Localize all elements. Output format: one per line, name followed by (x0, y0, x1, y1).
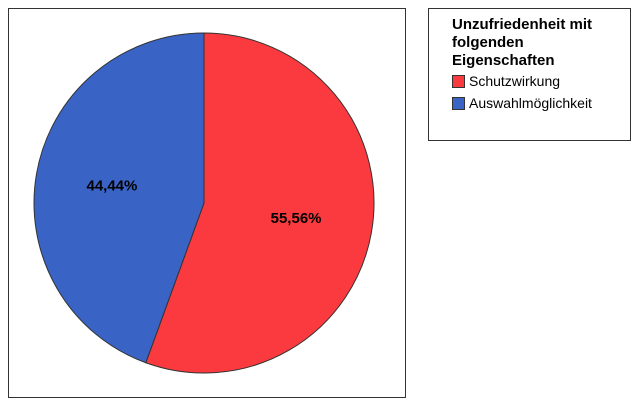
legend-swatch (452, 74, 465, 88)
legend-label: Schutzwirkung (469, 73, 561, 89)
slice-label: 44,44% (86, 178, 137, 195)
plot-frame (8, 8, 406, 398)
legend-item: Auswahlmöglichkeit (452, 92, 630, 114)
legend-swatch (452, 96, 465, 110)
pie-slice (145, 32, 375, 374)
chart: 55,56% 44,44% (8, 8, 406, 398)
legend: Unzufriedenheit mit folgenden Eigenschaf… (428, 8, 631, 141)
legend-title: Unzufriedenheit mit folgenden Eigenschaf… (452, 16, 593, 69)
legend-label: Auswahlmöglichkeit (469, 95, 592, 111)
slice-label: 55,56% (271, 210, 322, 227)
legend-item: Schutzwirkung (452, 70, 630, 92)
pie-slice (33, 32, 205, 364)
